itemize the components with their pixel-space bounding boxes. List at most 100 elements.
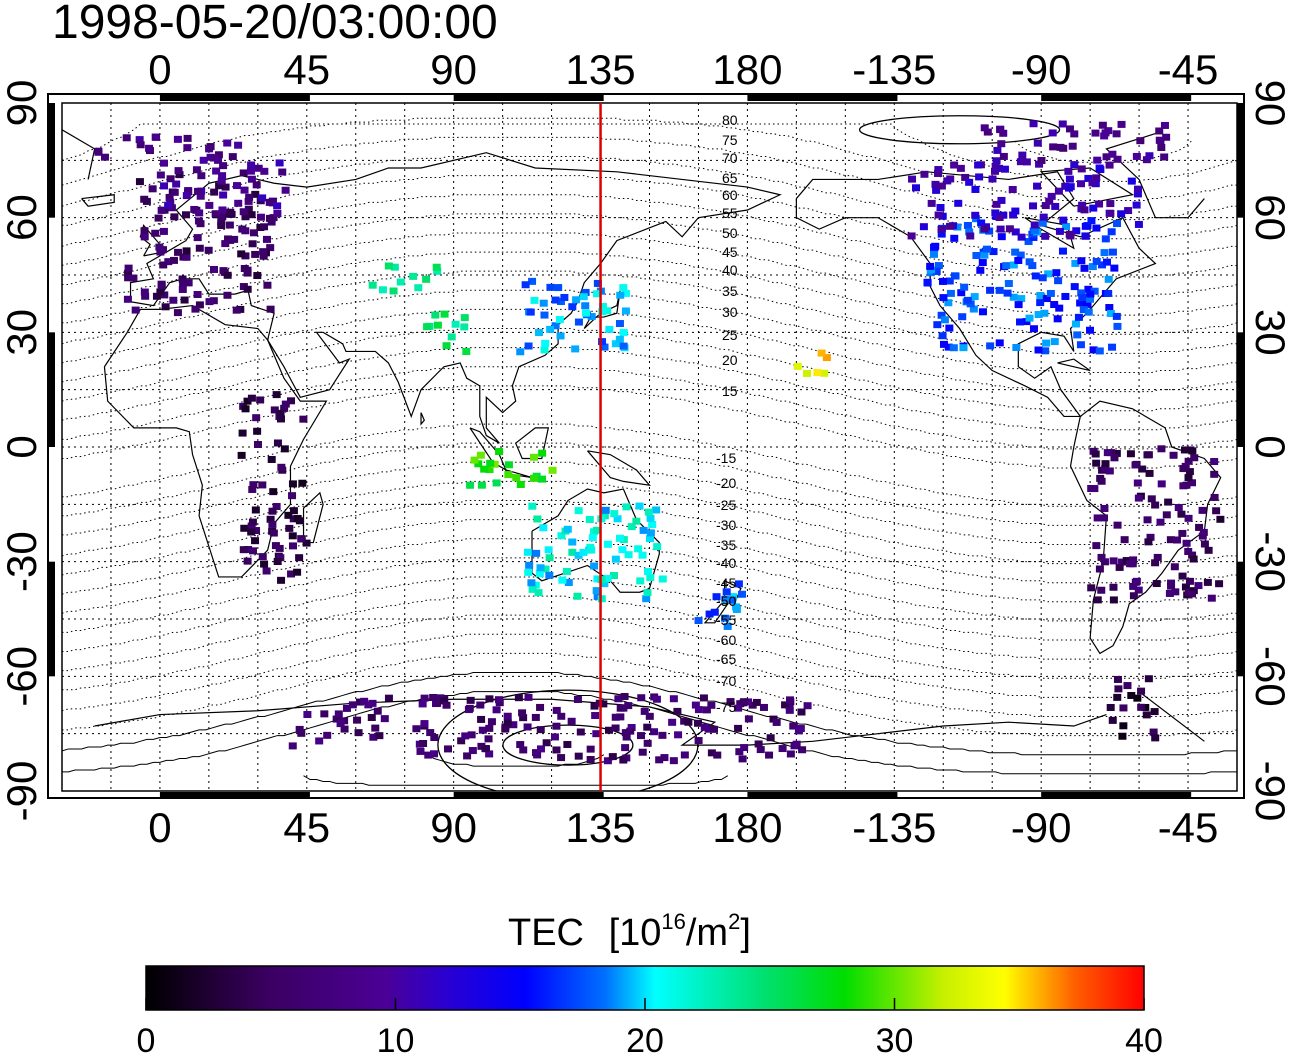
- tec-cell: [1009, 261, 1018, 269]
- tec-cell: [989, 248, 998, 256]
- tec-cell: [539, 524, 548, 532]
- tec-cell: [1105, 467, 1114, 475]
- tec-cell: [492, 706, 501, 714]
- tec-cell: [430, 734, 439, 742]
- tec-cell: [619, 328, 628, 336]
- tec-cell: [1084, 308, 1093, 316]
- magnetic-contour: [62, 480, 1237, 565]
- tec-cell: [1108, 248, 1117, 256]
- tec-cell: [976, 266, 985, 274]
- tec-cell: [619, 284, 628, 292]
- tec-cell: [355, 698, 364, 706]
- tec-cell: [944, 299, 953, 307]
- tec-cell: [1016, 158, 1025, 166]
- x-tick-label-bottom: 0: [148, 804, 171, 851]
- tec-cell: [995, 339, 1004, 347]
- tec-cell: [603, 574, 612, 582]
- tec-cell: [1051, 202, 1060, 210]
- coastline-new-guinea: [587, 450, 651, 487]
- tec-cell: [249, 229, 258, 237]
- tec-cell: [700, 723, 709, 731]
- tec-cell: [1095, 164, 1104, 172]
- tec-cell: [444, 745, 453, 753]
- tec-cell: [1117, 120, 1126, 128]
- south-pole-contour-inner: [502, 724, 634, 766]
- magnetic-latitude-label: -55: [716, 612, 736, 628]
- tec-cell: [1044, 270, 1053, 278]
- axis-bar-bottom: [453, 792, 604, 798]
- tec-cell: [369, 733, 378, 741]
- tec-cell: [1165, 589, 1174, 597]
- tec-cell: [239, 169, 248, 177]
- tec-cell: [937, 182, 946, 190]
- tec-cell: [230, 235, 239, 243]
- tec-cell: [1126, 560, 1135, 568]
- tec-cell: [440, 310, 449, 318]
- tec-cell: [1065, 175, 1074, 183]
- tec-cell: [813, 369, 822, 377]
- tec-cell: [484, 735, 493, 743]
- tec-cell: [409, 272, 418, 280]
- tec-cell: [552, 706, 561, 714]
- tec-cell: [1073, 331, 1082, 339]
- tec-cell: [938, 277, 947, 285]
- tec-cell: [983, 245, 992, 253]
- tec-cell: [178, 275, 187, 283]
- axis-bar-left: [48, 561, 55, 677]
- tec-cell: [521, 281, 530, 289]
- x-axis-top-labels: 0 45 90 135 180 -135 -90 -45: [148, 46, 1218, 93]
- axis-bar-bottom: [747, 792, 898, 798]
- tec-cell: [1123, 682, 1132, 690]
- tec-cell: [673, 707, 682, 715]
- tec-cell: [269, 529, 278, 537]
- tec-cell: [545, 554, 554, 562]
- tec-cell: [960, 283, 969, 291]
- tec-cell: [923, 279, 932, 287]
- tec-cell: [929, 250, 938, 258]
- tec-cell: [694, 706, 703, 714]
- tec-cell: [1133, 479, 1142, 487]
- tec-cell: [988, 175, 997, 183]
- tec-cell: [218, 206, 227, 214]
- tec-cell: [1054, 277, 1063, 285]
- tec-cell: [1170, 563, 1179, 571]
- tec-cell: [639, 526, 648, 534]
- tec-cell: [996, 225, 1005, 233]
- tec-cell: [122, 134, 131, 142]
- tec-cell: [1008, 186, 1017, 194]
- tec-cell: [501, 725, 510, 733]
- tec-cell: [560, 293, 569, 301]
- tec-cell: [1118, 732, 1127, 740]
- tec-cell: [1079, 306, 1088, 314]
- magnetic-contour: [62, 385, 1237, 469]
- tec-cell: [420, 694, 429, 702]
- tec-cell: [632, 517, 641, 525]
- tec-cell: [1210, 493, 1219, 501]
- tec-cell: [183, 134, 192, 142]
- tec-cell: [247, 175, 256, 183]
- coastline-antarctica: [94, 698, 1107, 746]
- axis-bar-top: [159, 94, 310, 101]
- tec-cell: [1113, 521, 1122, 529]
- tec-cell: [396, 278, 405, 286]
- tec-cell: [920, 170, 929, 178]
- magnetic-contour: [62, 308, 1237, 393]
- magnetic-latitude-label: -70: [716, 673, 736, 689]
- magnetic-contour: [62, 538, 1237, 622]
- tec-cell: [468, 747, 477, 755]
- magnetic-latitude-label: -25: [716, 497, 736, 513]
- tec-cell: [151, 133, 160, 141]
- tec-cell: [152, 292, 161, 300]
- tec-cell: [540, 311, 549, 319]
- x-tick-label-top: -90: [1011, 46, 1072, 93]
- tec-cell: [1179, 465, 1188, 473]
- tec-cell: [210, 188, 219, 196]
- tec-cell: [273, 558, 282, 566]
- tec-cell: [159, 227, 168, 235]
- tec-cell: [179, 279, 188, 287]
- tec-cell: [424, 751, 433, 759]
- tec-cell: [196, 192, 205, 200]
- tec-cell: [204, 246, 213, 254]
- tec-cell: [556, 332, 565, 340]
